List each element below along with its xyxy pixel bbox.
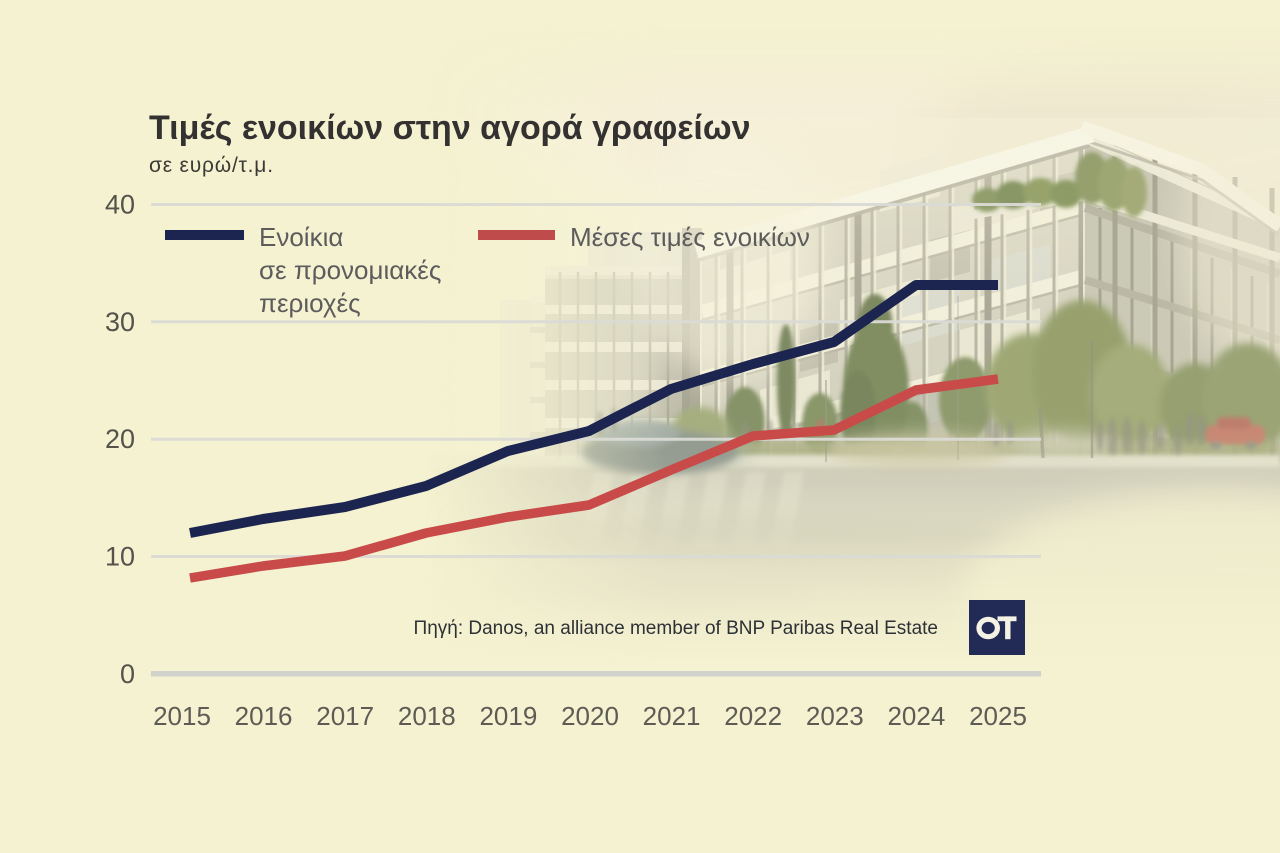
svg-text:2023: 2023 [806, 701, 864, 731]
svg-text:2019: 2019 [479, 701, 537, 731]
svg-text:Τιμές ενοικίων στην αγορά γραφ: Τιμές ενοικίων στην αγορά γραφείων [149, 109, 751, 147]
svg-text:40: 40 [105, 190, 135, 220]
svg-text:2025: 2025 [969, 701, 1027, 731]
svg-text:2016: 2016 [235, 701, 293, 731]
svg-text:0: 0 [120, 659, 135, 689]
svg-text:Μέσες τιμές ενοικίων: Μέσες τιμές ενοικίων [570, 222, 810, 252]
svg-text:2020: 2020 [561, 701, 619, 731]
svg-text:2021: 2021 [643, 701, 701, 731]
svg-text:Πηγή: Danos, an alliance membe: Πηγή: Danos, an alliance member of BNP P… [413, 618, 938, 639]
svg-text:2022: 2022 [724, 701, 782, 731]
svg-text:30: 30 [105, 307, 135, 337]
svg-text:περιοχές: περιοχές [259, 288, 361, 318]
svg-text:2015: 2015 [153, 701, 211, 731]
svg-text:20: 20 [105, 424, 135, 454]
svg-text:10: 10 [105, 542, 135, 572]
svg-text:2024: 2024 [887, 701, 945, 731]
svg-text:2017: 2017 [316, 701, 374, 731]
svg-text:2018: 2018 [398, 701, 456, 731]
svg-text:Ενοίκια: Ενοίκια [259, 222, 343, 252]
svg-text:σε ευρώ/τ.μ.: σε ευρώ/τ.μ. [149, 154, 274, 177]
svg-text:σε προνομιακές: σε προνομιακές [259, 255, 441, 285]
